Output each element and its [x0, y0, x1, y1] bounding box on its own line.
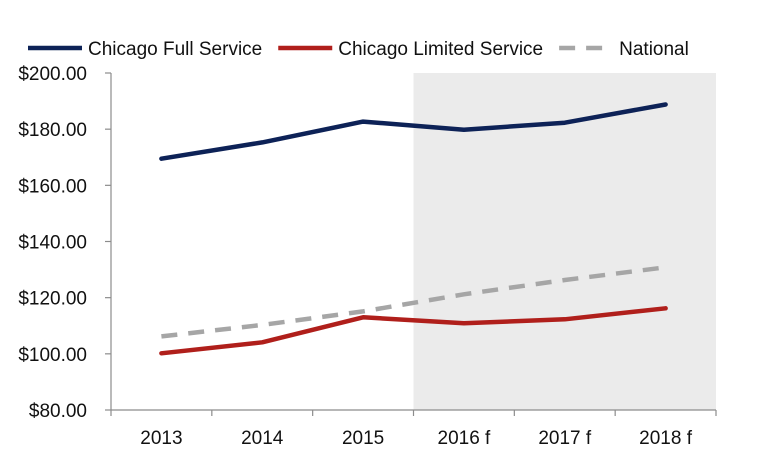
series-line-national [161, 265, 666, 339]
legend: Chicago Full Service Chicago Limited Serv… [28, 39, 689, 60]
x-tick-label: 2015 [342, 428, 384, 449]
x-tick-label: 2017 f [538, 428, 592, 449]
series-line-chicago-full-service [159, 102, 668, 161]
x-axis-ticks: 2013 2014 2015 2016 f 2017 f 2018 f [110, 410, 717, 449]
x-tick-label: 2018 f [639, 428, 693, 449]
y-axis-ticks: $80.00 $100.00 $120.00 $140.00 $160.00 $180.0… [18, 64, 111, 422]
y-tick-label: $100.00 [18, 345, 87, 366]
y-tick-label: $180.00 [18, 120, 87, 141]
x-tick-label: 2016 f [438, 428, 492, 449]
legend-label-national: National [619, 39, 689, 60]
y-tick-label: $200.00 [18, 64, 87, 85]
x-tick-label: 2014 [241, 428, 284, 449]
y-tick-label: $160.00 [18, 176, 87, 197]
y-tick-label: $140.00 [18, 233, 87, 254]
legend-label-chicago-limited-service: Chicago Limited Service [338, 39, 543, 60]
series-lines [159, 102, 668, 356]
legend-label-chicago-full-service: Chicago Full Service [88, 39, 262, 60]
x-tick-label: 2013 [140, 428, 182, 449]
y-tick-label: $80.00 [29, 401, 87, 422]
y-tick-label: $120.00 [18, 289, 87, 310]
series-line-chicago-limited-service [159, 306, 668, 356]
